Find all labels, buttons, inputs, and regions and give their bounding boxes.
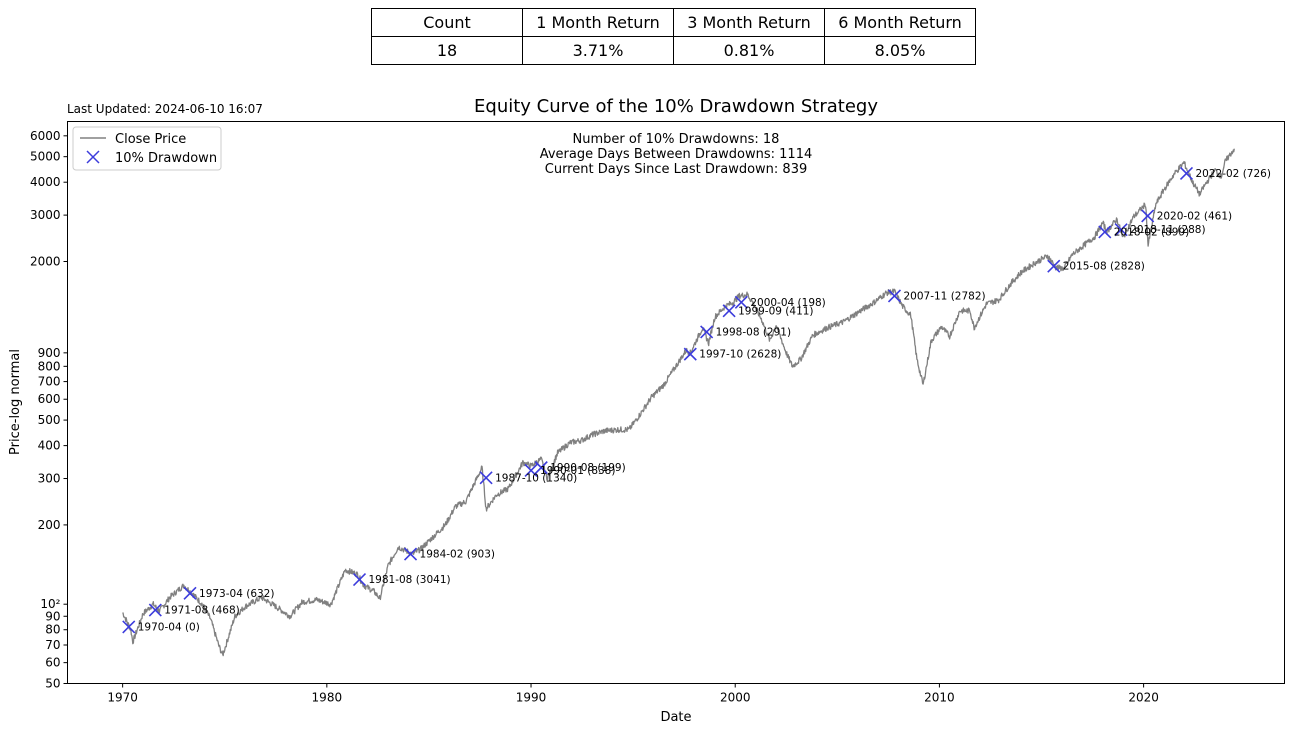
y-tick-label: 4000	[30, 175, 61, 189]
drawdown-labels: 1970-04 (0) 1971-08 (468) 1973-04 (632) 198…	[138, 168, 1271, 634]
info-line-2: Average Days Between Drawdowns: 1114	[540, 147, 813, 162]
y-tick-label: 50	[45, 677, 60, 691]
y-tick-label: 3000	[30, 208, 61, 222]
drawdown-markers	[122, 166, 1194, 634]
drawdown-label: 1999-09 (411)	[738, 305, 813, 317]
drawdown-marker	[524, 463, 538, 477]
drawdown-label: 2015-08 (2828)	[1063, 261, 1145, 273]
y-tick-label: 700	[38, 375, 61, 389]
legend: Close Price 10% Drawdown	[72, 126, 222, 171]
y-tick-label: 80	[45, 623, 60, 637]
plot-area	[67, 121, 1285, 684]
info-line-1: Number of 10% Drawdowns: 18	[573, 132, 780, 147]
drawdown-marker	[534, 461, 548, 475]
drawdown-marker	[403, 547, 418, 561]
drawdown-label: 1970-04 (0)	[138, 621, 200, 633]
drawdown-marker	[1047, 259, 1061, 273]
y-tick-label: 6000	[30, 129, 61, 143]
six-month-return-value: 8.05%	[824, 36, 976, 65]
y-tick-label: 400	[38, 439, 61, 453]
drawdown-label: 1984-02 (903)	[420, 549, 495, 561]
y-tick-label: 800	[38, 359, 61, 373]
legend-close-price-label: Close Price	[115, 132, 186, 147]
x-tick-label: 2000	[720, 691, 751, 705]
drawdown-label: 2022-02 (726)	[1195, 168, 1270, 180]
drawdown-label: 2007-11 (2782)	[903, 290, 985, 302]
drawdown-marker	[734, 295, 748, 309]
y-tick-label: 600	[38, 392, 61, 406]
y-tick-label: 60	[45, 656, 60, 670]
drawdown-marker	[1114, 223, 1128, 237]
y-tick-label: 500	[38, 413, 61, 427]
y-tick-label: 10²	[40, 597, 60, 611]
legend-drawdown-label: 10% Drawdown	[115, 151, 217, 166]
drawdown-label: 2018-02 (899)	[1114, 226, 1189, 238]
chart-title: Equity Curve of the 10% Drawdown Strateg…	[474, 96, 878, 117]
close-price-line	[122, 148, 1235, 657]
last-updated-label: Last Updated: 2024-06-10 16:07	[67, 102, 263, 116]
x-tick-label: 1970	[107, 691, 138, 705]
drawdown-label: 1971-08 (468)	[164, 605, 239, 617]
y-tick-label: 90	[45, 609, 60, 623]
count-header: Count	[371, 8, 523, 37]
y-tick-label: 300	[38, 472, 61, 486]
drawdown-marker	[683, 347, 697, 361]
y-tick-label: 70	[45, 638, 60, 652]
x-tick-label: 1990	[516, 691, 547, 705]
drawdown-label: 1998-08 (291)	[716, 326, 791, 338]
x-tick-label: 2020	[1128, 691, 1159, 705]
drawdown-label: 2020-02 (461)	[1157, 210, 1232, 222]
drawdown-label: 1987-10 (1340)	[495, 472, 577, 484]
three-month-return-value: 0.81%	[673, 36, 825, 65]
drawdown-label: 1990-01 (838)	[540, 465, 615, 477]
x-axis-label: Date	[660, 710, 691, 725]
drawdown-label: 1981-08 (3041)	[368, 574, 450, 586]
drawdown-marker	[887, 289, 902, 303]
drawdown-marker	[183, 586, 197, 600]
drawdown-label: 1997-10 (2628)	[699, 349, 781, 361]
legend-box	[72, 126, 222, 171]
drawdown-marker	[700, 325, 714, 339]
drawdown-marker	[148, 603, 162, 617]
drawdown-marker	[1141, 209, 1155, 223]
y-tick-label: 200	[38, 518, 61, 532]
drawdown-marker	[722, 304, 736, 318]
stats-table: Count 1 Month Return 3 Month Return 6 Mo…	[371, 8, 976, 65]
legend-drawdown-swatch	[86, 150, 100, 164]
info-line-3: Current Days Since Last Drawdown: 839	[545, 162, 807, 177]
x-tick-label: 1980	[312, 691, 343, 705]
drawdown-label: 1973-04 (632)	[199, 588, 274, 600]
drawdown-marker	[479, 471, 493, 485]
stats-header-row: Count 1 Month Return 3 Month Return 6 Mo…	[371, 8, 976, 37]
x-tick-label: 2010	[924, 691, 955, 705]
y-axis-label: Price-log normal	[8, 349, 23, 455]
six-month-return-header: 6 Month Return	[824, 8, 976, 37]
y-tick-label: 5000	[30, 150, 61, 164]
drawdown-label: 1990-08 (199)	[550, 462, 625, 474]
x-axis-ticks: 1970 1980 1990 2000 2010 2020	[107, 683, 1159, 705]
drawdown-marker	[352, 573, 367, 587]
one-month-return-header: 1 Month Return	[522, 8, 674, 37]
drawdown-label: 2018-11 (288)	[1130, 224, 1205, 236]
drawdown-label: 2000-04 (198)	[750, 297, 825, 309]
drawdown-marker	[1098, 225, 1112, 239]
drawdown-marker	[122, 620, 136, 634]
stats-value-row: 18 3.71% 0.81% 8.05%	[371, 36, 976, 65]
y-tick-label: 2000	[30, 254, 61, 268]
drawdown-marker	[1179, 166, 1194, 180]
y-tick-label: 900	[38, 346, 61, 360]
